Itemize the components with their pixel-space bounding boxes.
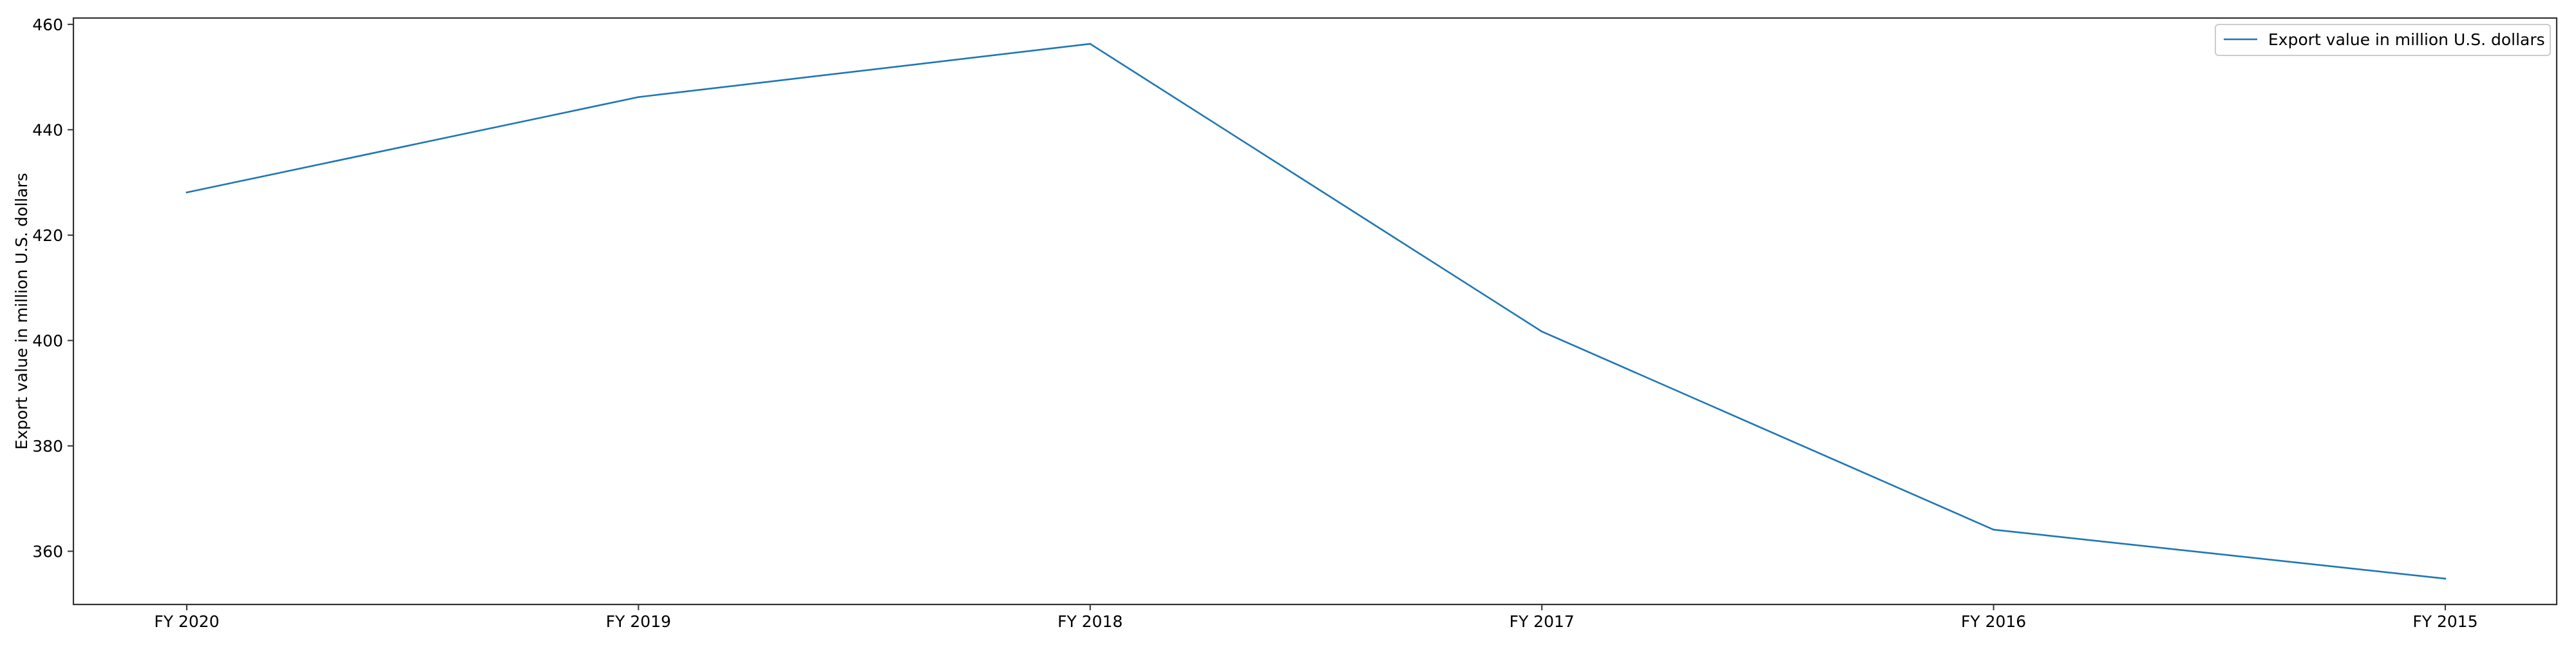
x-tick-label: FY 2016 xyxy=(1961,612,2026,631)
x-axis-ticks: FY 2020 FY 2019 FY 2018 FY 2017 FY 2016 FY 20… xyxy=(154,604,2478,631)
plot-area xyxy=(72,17,2558,606)
data-point xyxy=(1089,43,1092,45)
legend-box xyxy=(2215,24,2551,56)
legend-label: Export value in million U.S. dollars xyxy=(2268,30,2545,49)
series-layer xyxy=(185,43,2447,580)
legend: Export value in million U.S. dollars xyxy=(2215,24,2551,56)
x-tick-label: FY 2020 xyxy=(154,612,219,631)
y-tick-label: 460 xyxy=(32,15,63,34)
x-tick-label: FY 2015 xyxy=(2412,612,2477,631)
y-tick-label: 420 xyxy=(32,226,63,245)
y-tick-label: 440 xyxy=(32,121,63,139)
data-point xyxy=(2444,577,2447,580)
y-axis-label: Export value in million U.S. dollars xyxy=(12,173,31,450)
data-point xyxy=(1993,528,1995,531)
data-point xyxy=(1540,331,1543,333)
x-tick-label: FY 2018 xyxy=(1057,612,1122,631)
x-tick-label: FY 2017 xyxy=(1510,612,1575,631)
series-line xyxy=(185,43,2447,580)
data-point xyxy=(185,191,188,194)
data-point xyxy=(638,96,639,99)
y-tick-label: 360 xyxy=(32,542,63,561)
y-tick-label: 380 xyxy=(32,437,63,456)
y-axis-ticks: 360 380 400 420 440 460 xyxy=(32,15,73,561)
x-tick-label: FY 2019 xyxy=(606,612,671,631)
y-tick-label: 400 xyxy=(32,331,63,350)
